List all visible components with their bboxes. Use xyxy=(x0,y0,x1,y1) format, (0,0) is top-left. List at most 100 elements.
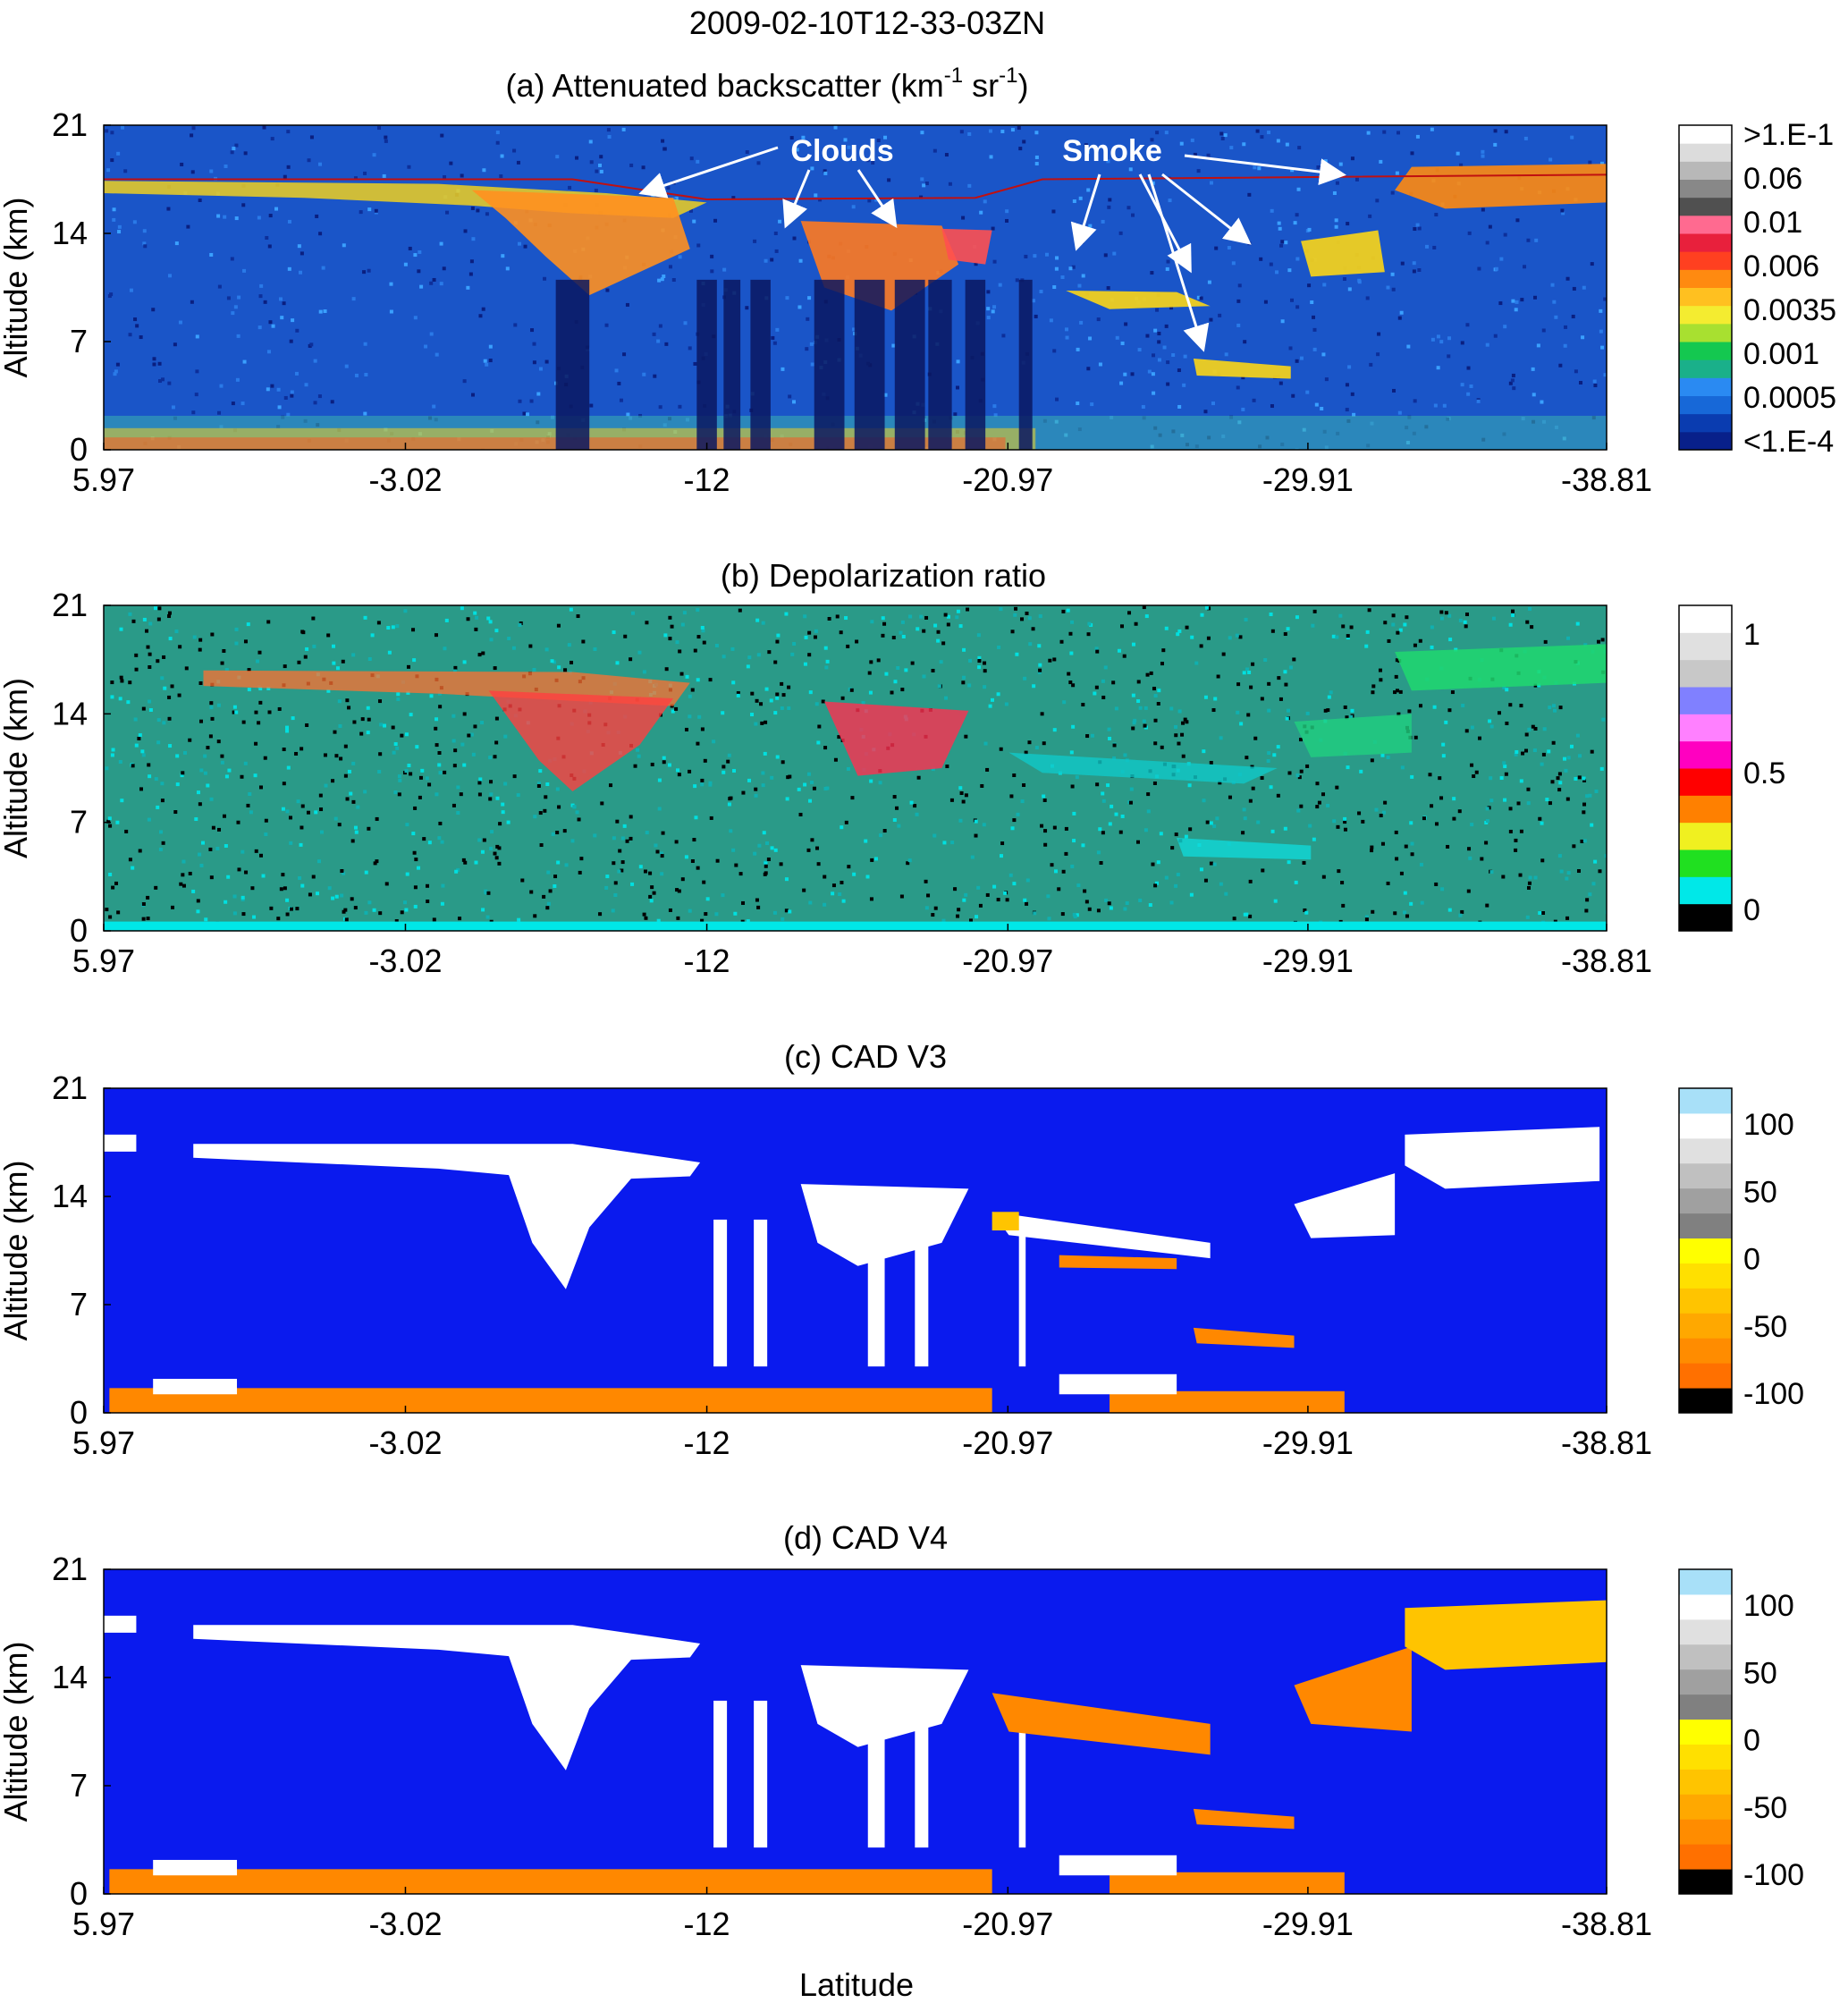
pixel xyxy=(1394,674,1398,679)
pixel xyxy=(350,839,355,843)
cloud-layer xyxy=(1059,1855,1177,1876)
pixel xyxy=(466,617,470,621)
pixel xyxy=(812,786,816,790)
pixel xyxy=(209,252,214,257)
pixel xyxy=(1559,869,1564,874)
pixel xyxy=(503,734,508,739)
pixel xyxy=(259,283,264,288)
pixel xyxy=(996,692,1000,697)
pixel xyxy=(1350,392,1354,396)
pixel xyxy=(167,716,172,721)
pixel xyxy=(459,792,463,797)
colorbar-segment xyxy=(1679,1363,1732,1389)
pixel xyxy=(206,783,210,788)
pixel xyxy=(356,805,360,809)
pixel xyxy=(1599,161,1604,165)
pixel xyxy=(241,720,246,724)
pixel xyxy=(435,352,439,357)
colorbar-segment xyxy=(1679,795,1732,824)
pixel xyxy=(1280,319,1285,324)
colorbar-label: -100 xyxy=(1743,1377,1804,1411)
pixel xyxy=(823,646,828,650)
pixel xyxy=(1534,238,1539,242)
pixel xyxy=(622,352,627,357)
smoke-layer xyxy=(1301,230,1385,277)
panel-a-title: (a) Attenuated backscatter (km-1 sr-1) xyxy=(506,63,1029,104)
pixel xyxy=(1084,900,1089,904)
pixel xyxy=(876,139,881,143)
pixel xyxy=(1558,706,1563,710)
pixel xyxy=(482,838,486,842)
pixel xyxy=(688,346,692,351)
pixel xyxy=(367,900,372,905)
pixel xyxy=(222,814,226,818)
pixel xyxy=(831,892,835,896)
pixel xyxy=(1070,784,1075,789)
pixel xyxy=(1448,638,1453,642)
pixel xyxy=(1153,328,1158,333)
pixel xyxy=(1438,776,1442,781)
pixel xyxy=(234,627,239,631)
pixel xyxy=(1504,772,1508,776)
pixel xyxy=(1575,733,1580,738)
pixel xyxy=(1143,828,1148,832)
aerosol-layer xyxy=(109,1388,992,1413)
pixel xyxy=(1020,799,1025,804)
colorbar-label: >1.E-1 xyxy=(1743,118,1834,152)
pixel xyxy=(217,410,222,415)
pixel xyxy=(1228,795,1232,799)
colorbar-segment xyxy=(1679,395,1732,415)
pixel xyxy=(1593,859,1598,864)
pixel xyxy=(1155,881,1160,885)
pixel xyxy=(703,758,707,763)
pixel xyxy=(598,163,603,167)
pixel xyxy=(1057,887,1061,892)
pixel xyxy=(985,767,990,772)
pixel xyxy=(1547,749,1551,754)
pixel xyxy=(372,153,376,157)
pixel xyxy=(398,778,402,782)
pixel xyxy=(1215,816,1219,821)
pixel xyxy=(1112,743,1117,748)
pixel xyxy=(1519,829,1523,833)
pixel xyxy=(1028,642,1033,647)
pixel xyxy=(1283,632,1287,637)
pixel xyxy=(1312,327,1317,332)
pixel xyxy=(1260,776,1264,781)
pixel xyxy=(1354,177,1359,182)
plot-frame-d xyxy=(103,1568,1608,1895)
colorbar-segment xyxy=(1679,143,1732,162)
pixel xyxy=(393,742,398,747)
pixel xyxy=(1087,907,1092,911)
pixel xyxy=(864,839,868,843)
pixel xyxy=(787,685,791,689)
pixel xyxy=(544,359,549,364)
pixel xyxy=(1169,900,1174,905)
pixel xyxy=(1332,190,1337,195)
pixel xyxy=(154,885,158,890)
pixel xyxy=(268,320,273,325)
pixel xyxy=(827,616,831,621)
pixel xyxy=(605,288,610,292)
pixel xyxy=(420,768,425,773)
pixel xyxy=(1395,689,1399,693)
pixel xyxy=(675,888,679,892)
pixel xyxy=(1267,681,1271,686)
pixel xyxy=(1581,335,1585,340)
pixel xyxy=(243,151,248,156)
pixel xyxy=(931,668,935,672)
pixel xyxy=(1285,142,1289,147)
pixel xyxy=(335,666,340,671)
pixel xyxy=(1499,776,1504,781)
pixel xyxy=(1025,878,1030,883)
pixel xyxy=(1561,211,1565,216)
pixel xyxy=(1383,800,1388,805)
pixel xyxy=(296,799,300,804)
pixel xyxy=(546,870,551,875)
pixel xyxy=(892,795,897,799)
pixel xyxy=(1161,648,1166,653)
pixel xyxy=(1216,674,1220,679)
pixel xyxy=(188,738,192,742)
pixel xyxy=(806,772,811,776)
pixel xyxy=(1101,831,1105,835)
